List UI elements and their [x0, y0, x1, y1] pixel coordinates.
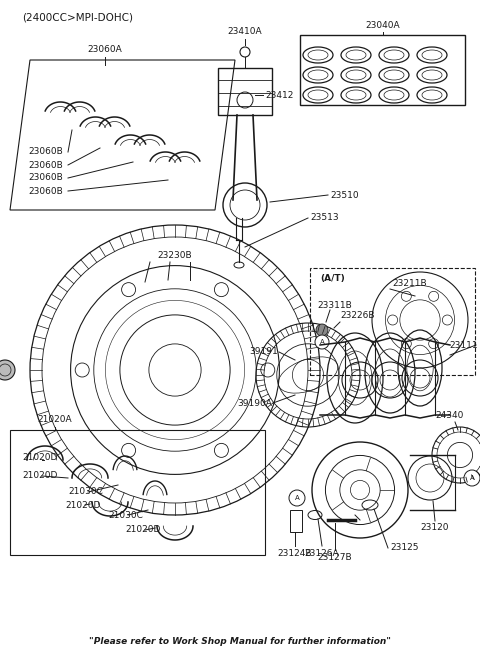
- Text: 23410A: 23410A: [228, 28, 262, 37]
- Text: 23060B: 23060B: [28, 147, 63, 157]
- Text: 23124B: 23124B: [278, 548, 312, 557]
- Circle shape: [289, 490, 305, 506]
- Text: 39190A: 39190A: [237, 398, 272, 407]
- Text: 24340: 24340: [436, 411, 464, 419]
- Text: A: A: [469, 475, 474, 481]
- Text: 23412: 23412: [265, 90, 293, 100]
- Text: (2400CC>MPI-DOHC): (2400CC>MPI-DOHC): [22, 13, 133, 23]
- Text: 23060B: 23060B: [28, 187, 63, 195]
- Text: A: A: [295, 495, 300, 501]
- Text: 21020D: 21020D: [22, 472, 58, 481]
- Bar: [300, 35, 465, 105]
- Circle shape: [464, 470, 480, 486]
- Text: 23211B: 23211B: [392, 278, 427, 288]
- Circle shape: [315, 335, 329, 349]
- Text: 23060B: 23060B: [28, 174, 63, 183]
- Text: 23060B: 23060B: [28, 160, 63, 170]
- Circle shape: [316, 324, 328, 336]
- Text: 23040A: 23040A: [366, 20, 400, 29]
- Text: 23311B: 23311B: [317, 301, 352, 310]
- Text: 23510: 23510: [330, 191, 359, 200]
- Text: 23230B: 23230B: [158, 250, 192, 259]
- Text: 23060A: 23060A: [88, 45, 122, 54]
- Text: 23111: 23111: [449, 341, 478, 350]
- Text: (A/T): (A/T): [320, 274, 345, 282]
- Text: 23120: 23120: [421, 523, 449, 533]
- Text: 21020A: 21020A: [38, 415, 72, 424]
- Text: 23126A: 23126A: [305, 548, 339, 557]
- Text: 21030C: 21030C: [68, 487, 103, 496]
- Text: 23127B: 23127B: [318, 553, 352, 563]
- Text: "Please refer to Work Shop Manual for further information": "Please refer to Work Shop Manual for fu…: [89, 637, 391, 645]
- Bar: [10, 430, 265, 555]
- Text: 23513: 23513: [310, 214, 338, 223]
- Text: 23226B: 23226B: [340, 312, 374, 320]
- Text: A: A: [320, 339, 324, 345]
- Text: 39191: 39191: [249, 348, 278, 356]
- Bar: [310, 268, 475, 375]
- Text: 23125: 23125: [390, 544, 419, 553]
- Circle shape: [0, 360, 15, 380]
- Text: 21030C: 21030C: [108, 510, 143, 519]
- Bar: [290, 510, 302, 532]
- Bar: [218, 68, 272, 115]
- Text: 21020D: 21020D: [125, 525, 160, 534]
- Text: 21020D: 21020D: [22, 453, 58, 462]
- Text: 21020D: 21020D: [65, 500, 100, 510]
